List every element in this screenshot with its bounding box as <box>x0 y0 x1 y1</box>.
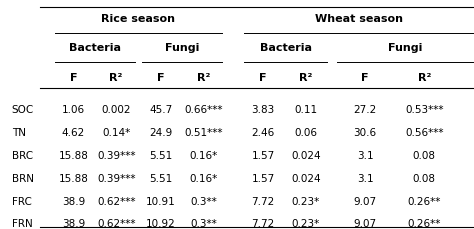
Text: 4.62: 4.62 <box>62 128 85 138</box>
Text: Wheat season: Wheat season <box>315 14 402 25</box>
Text: 10.92: 10.92 <box>146 219 176 229</box>
Text: 15.88: 15.88 <box>58 174 89 184</box>
Text: F: F <box>259 73 267 83</box>
Text: 0.3**: 0.3** <box>191 196 217 207</box>
Text: 0.08: 0.08 <box>413 174 436 184</box>
Text: 0.024: 0.024 <box>291 151 320 161</box>
Text: 7.72: 7.72 <box>251 219 275 229</box>
Text: 9.07: 9.07 <box>354 219 376 229</box>
Text: 5.51: 5.51 <box>149 174 173 184</box>
Text: Bacteria: Bacteria <box>260 43 311 53</box>
Text: Bacteria: Bacteria <box>69 43 121 53</box>
Text: 15.88: 15.88 <box>58 151 89 161</box>
Text: 3.83: 3.83 <box>251 105 275 115</box>
Text: 27.2: 27.2 <box>353 105 377 115</box>
Text: 0.62***: 0.62*** <box>97 196 136 207</box>
Text: 5.51: 5.51 <box>149 151 173 161</box>
Text: 0.23*: 0.23* <box>292 196 320 207</box>
Text: 0.53***: 0.53*** <box>405 105 444 115</box>
Text: Fungi: Fungi <box>388 43 422 53</box>
Text: F: F <box>361 73 369 83</box>
Text: 1.57: 1.57 <box>251 174 275 184</box>
Text: 0.66***: 0.66*** <box>184 105 223 115</box>
Text: 0.002: 0.002 <box>101 105 131 115</box>
Text: 0.16*: 0.16* <box>190 174 218 184</box>
Text: 0.11: 0.11 <box>294 105 317 115</box>
Text: 0.56***: 0.56*** <box>405 128 444 138</box>
Text: 0.62***: 0.62*** <box>97 219 136 229</box>
Text: F: F <box>70 73 77 83</box>
Text: BRC: BRC <box>12 151 33 161</box>
Text: R²: R² <box>299 73 312 83</box>
Text: 38.9: 38.9 <box>62 219 85 229</box>
Text: R²: R² <box>197 73 210 83</box>
Text: 38.9: 38.9 <box>62 196 85 207</box>
Text: R²: R² <box>418 73 431 83</box>
Text: 0.14*: 0.14* <box>102 128 130 138</box>
Text: 0.51***: 0.51*** <box>184 128 223 138</box>
Text: SOC: SOC <box>12 105 34 115</box>
Text: F: F <box>157 73 165 83</box>
Text: FRN: FRN <box>12 219 33 229</box>
Text: 30.6: 30.6 <box>354 128 376 138</box>
Text: 0.23*: 0.23* <box>292 219 320 229</box>
Text: 7.72: 7.72 <box>251 196 275 207</box>
Text: Rice season: Rice season <box>101 14 175 25</box>
Text: 0.3**: 0.3** <box>191 219 217 229</box>
Text: 0.39***: 0.39*** <box>97 151 136 161</box>
Text: 9.07: 9.07 <box>354 196 376 207</box>
Text: Fungi: Fungi <box>165 43 199 53</box>
Text: 0.26**: 0.26** <box>408 219 441 229</box>
Text: 45.7: 45.7 <box>149 105 173 115</box>
Text: TN: TN <box>12 128 26 138</box>
Text: 3.1: 3.1 <box>356 174 374 184</box>
Text: R²: R² <box>109 73 123 83</box>
Text: 0.16*: 0.16* <box>190 151 218 161</box>
Text: BRN: BRN <box>12 174 34 184</box>
Text: 1.06: 1.06 <box>62 105 85 115</box>
Text: 2.46: 2.46 <box>251 128 275 138</box>
Text: FRC: FRC <box>12 196 32 207</box>
Text: 24.9: 24.9 <box>149 128 173 138</box>
Text: 10.91: 10.91 <box>146 196 176 207</box>
Text: 1.57: 1.57 <box>251 151 275 161</box>
Text: 3.1: 3.1 <box>356 151 374 161</box>
Text: 0.08: 0.08 <box>413 151 436 161</box>
Text: 0.26**: 0.26** <box>408 196 441 207</box>
Text: 0.024: 0.024 <box>291 174 320 184</box>
Text: 0.06: 0.06 <box>294 128 317 138</box>
Text: 0.39***: 0.39*** <box>97 174 136 184</box>
